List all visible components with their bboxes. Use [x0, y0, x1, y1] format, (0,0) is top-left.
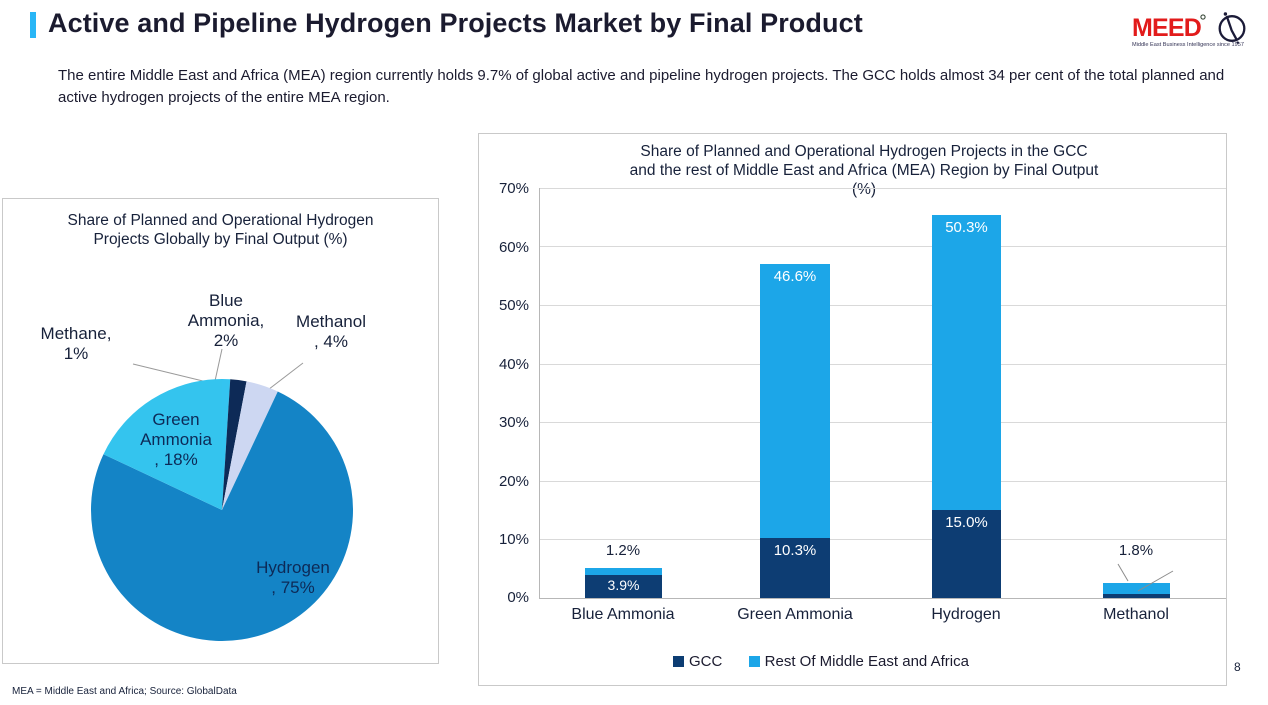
svg-text:MEED: MEED	[1132, 14, 1201, 42]
svg-text:Middle East Business Intellige: Middle East Business Intelligence since …	[1132, 42, 1244, 48]
